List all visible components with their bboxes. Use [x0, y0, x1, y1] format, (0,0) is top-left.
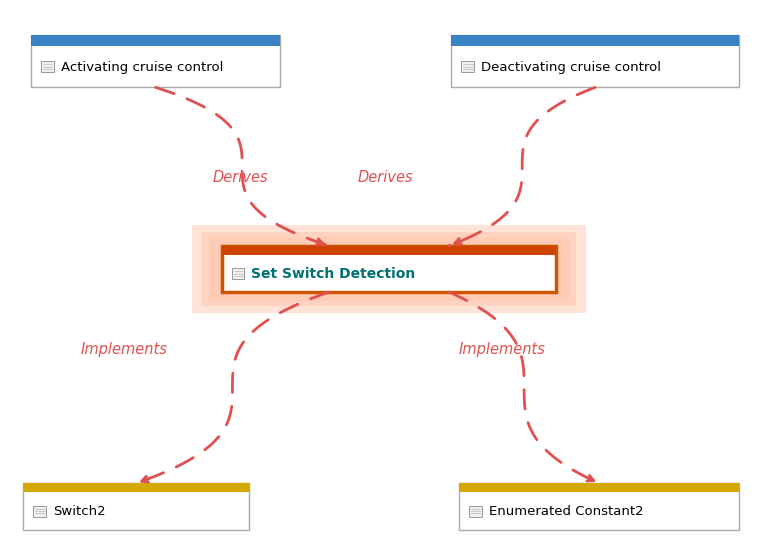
FancyBboxPatch shape — [41, 61, 54, 72]
Text: Implements: Implements — [459, 342, 546, 357]
FancyBboxPatch shape — [209, 237, 569, 301]
Text: Derives: Derives — [213, 170, 268, 185]
FancyBboxPatch shape — [459, 483, 739, 530]
Text: Implements: Implements — [80, 342, 167, 357]
FancyBboxPatch shape — [23, 483, 249, 492]
FancyBboxPatch shape — [459, 483, 739, 492]
FancyBboxPatch shape — [469, 506, 482, 517]
FancyBboxPatch shape — [222, 246, 556, 292]
FancyBboxPatch shape — [232, 268, 244, 279]
Text: Derives: Derives — [358, 170, 413, 185]
FancyBboxPatch shape — [451, 35, 739, 46]
Text: Set Switch Detection: Set Switch Detection — [251, 268, 415, 282]
Text: Switch2: Switch2 — [53, 506, 106, 519]
FancyBboxPatch shape — [192, 225, 586, 313]
FancyBboxPatch shape — [23, 483, 249, 530]
FancyBboxPatch shape — [451, 35, 739, 87]
FancyBboxPatch shape — [202, 232, 576, 306]
FancyBboxPatch shape — [222, 246, 556, 255]
FancyBboxPatch shape — [31, 35, 280, 46]
Text: Enumerated Constant2: Enumerated Constant2 — [489, 506, 643, 519]
FancyBboxPatch shape — [31, 35, 280, 87]
Text: Deactivating cruise control: Deactivating cruise control — [481, 61, 661, 74]
FancyBboxPatch shape — [461, 61, 474, 72]
FancyBboxPatch shape — [33, 506, 46, 517]
Text: Activating cruise control: Activating cruise control — [61, 61, 223, 74]
